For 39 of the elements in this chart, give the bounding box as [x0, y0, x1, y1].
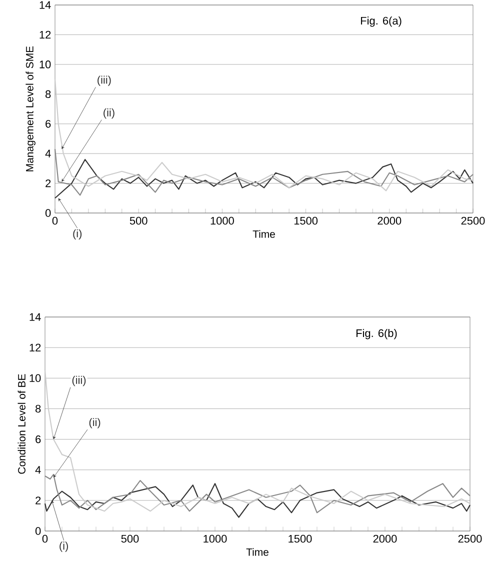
text: Fig. 6(b) [356, 329, 397, 340]
x-axis-title: Time [246, 548, 268, 556]
x-tick-label: 1500 [288, 534, 312, 543]
annotation: (i) [73, 229, 82, 240]
x-tick-label: 500 [121, 534, 139, 543]
annotation: (ii) [104, 108, 114, 119]
x-tick-label: 1500 [294, 216, 318, 225]
x-tick-label: 1000 [204, 534, 227, 543]
x-tick-label: 0 [52, 216, 58, 225]
y-tick-label: 10 [40, 60, 51, 68]
x-tick-label: 2000 [378, 216, 402, 225]
x-tick-label: 2000 [373, 534, 397, 543]
y-tick-label: 12 [40, 30, 51, 39]
y-tick-label: 10 [30, 374, 41, 382]
y-tick-label: 2 [36, 496, 41, 504]
y-tick-label: 6 [46, 120, 51, 128]
annotation: (i) [60, 542, 68, 552]
text: Fig. 6(a) [361, 16, 402, 27]
y-tick-label: 8 [36, 404, 41, 413]
y-tick-label: 14 [30, 313, 41, 321]
y-tick-label: 6 [36, 435, 41, 444]
x-tick-label: 2500 [461, 216, 485, 225]
y-tick-label: 2 [46, 179, 51, 188]
y-tick-label: 14 [40, 1, 51, 9]
x-tick-label: 1000 [210, 216, 234, 225]
y-tick-label: 4 [45, 150, 51, 158]
y-tick-label: 0 [45, 209, 51, 217]
x-axis-title: Time [252, 230, 275, 238]
y-tick-label: 8 [46, 90, 51, 98]
annotation: (iii) [98, 76, 111, 86]
annotation: (iii) [72, 376, 86, 386]
x-tick-label: 500 [130, 216, 148, 225]
x-tick-label: 2500 [458, 534, 482, 543]
y-axis-title: Management Level of SME [26, 46, 36, 172]
y-tick-label: 0 [35, 527, 41, 535]
y-axis-title: Condition Level of BE [18, 374, 26, 474]
y-tick-label: 4 [35, 466, 41, 474]
annotation: (ii) [89, 418, 100, 428]
y-tick-label: 12 [30, 344, 41, 352]
